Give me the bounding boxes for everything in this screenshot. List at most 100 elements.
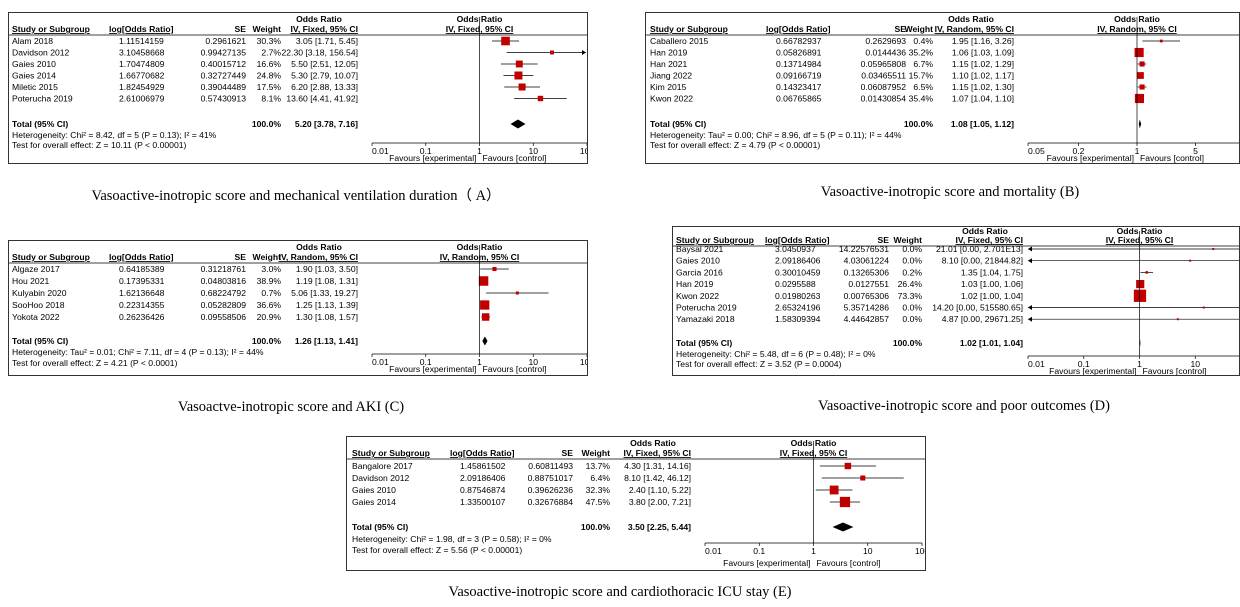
header-study: Study or Subgroup [12, 24, 90, 34]
study-weight: 8.1% [261, 94, 281, 104]
study-se: 0.99427135 [201, 48, 247, 58]
x-tick-label: 1 [1135, 146, 1140, 156]
study-ci: 1.03 [1.00, 1.06] [961, 279, 1023, 289]
header-odds-ratio-left: Odds Ratio [962, 227, 1008, 236]
study-name: Poterucha 2019 [12, 94, 73, 104]
study-name: Miletic 2015 [12, 82, 58, 92]
study-point [1134, 47, 1144, 58]
header-study: Study or Subgroup [676, 235, 754, 245]
x-tick-label: 100 [915, 546, 926, 556]
study-log-odds-ratio: 0.30010459 [775, 267, 821, 277]
study-point [1212, 248, 1215, 250]
header-study: Study or Subgroup [12, 252, 90, 262]
table-row: Kim 2015 0.14323417 0.06087952 6.5% 1.15 [1.… [650, 82, 1147, 92]
study-ci: 1.19 [1.08, 1.31] [296, 276, 358, 286]
study-ci: 1.90 [1.03, 3.50] [296, 264, 358, 274]
study-name: Kim 2015 [650, 82, 687, 92]
header-method-left: IV, Random, 95% CI [935, 24, 1014, 34]
study-point [478, 276, 489, 286]
study-weight: 13.7% [586, 461, 611, 471]
total-ci: 1.26 [1.13, 1.41] [295, 336, 358, 346]
x-tick-label: 0.05 [1028, 146, 1045, 156]
caption-d: Vasoactive-inotropic score and poor outc… [818, 398, 1110, 414]
study-name: Gaies 2010 [12, 59, 56, 69]
study-name: Garcia 2016 [676, 267, 723, 277]
total-ci: 5.20 [3.78, 7.16] [295, 119, 358, 129]
study-weight: 20.9% [257, 312, 282, 322]
x-tick-label: 10 [528, 146, 538, 156]
study-name: Han 2019 [676, 279, 713, 289]
study-point [844, 462, 852, 470]
study-name: Jiang 2022 [650, 71, 692, 81]
study-ci: 1.02 [1.00, 1.04] [961, 291, 1023, 301]
study-log-odds-ratio: 1.33500107 [460, 497, 506, 507]
forest-plot-panel-a: Odds Ratio Odds Ratio Study or Subgroup log… [8, 12, 588, 164]
study-se: 0.68224792 [201, 288, 247, 298]
study-se: 0.00765306 [844, 291, 890, 301]
favours-experimental-label: Favours [experimental] [389, 153, 476, 163]
x-tick-label: 0.1 [420, 357, 432, 367]
study-se: 0.01430854 [861, 94, 907, 104]
study-weight: 0.0% [902, 256, 922, 266]
table-row: Gaies 2010 1.70474809 0.40015712 16.6% 5.50 … [12, 59, 538, 69]
study-ci: 1.15 [1.02, 1.29] [952, 59, 1014, 69]
x-tick-label: 0.01 [372, 146, 389, 156]
study-name: Baysal 2021 [676, 244, 724, 254]
study-name: Hou 2021 [12, 276, 49, 286]
study-log-odds-ratio: 1.11514159 [119, 36, 164, 46]
study-ci: 3.05 [1.71, 5.45] [296, 36, 358, 46]
overall-effect-text: Test for overall effect: Z = 5.56 (P < 0… [352, 545, 522, 555]
study-weight: 36.6% [257, 300, 282, 310]
table-row: Poterucha 2019 2.65324196 5.35714286 0.0% 14… [676, 303, 1239, 313]
header-se: SE [895, 24, 907, 34]
study-name: SooHoo 2018 [12, 300, 65, 310]
study-ci: 1.06 [1.03, 1.09] [952, 48, 1014, 58]
header-weight: Weight [253, 252, 282, 262]
study-log-odds-ratio: 1.82454929 [119, 82, 165, 92]
study-log-odds-ratio: 0.17395331 [119, 276, 165, 286]
study-se: 0.40015712 [201, 59, 247, 69]
x-tick-label: 1 [477, 357, 482, 367]
study-se: 0.05965808 [861, 59, 907, 69]
x-tick-label: 0.01 [1028, 359, 1045, 369]
study-point [549, 50, 554, 55]
study-se: 0.2629693 [865, 36, 906, 46]
study-se: 5.35714286 [844, 303, 890, 313]
overall-effect-text: Test for overall effect: Z = 4.79 (P < 0… [650, 140, 820, 150]
study-point [1145, 271, 1149, 274]
x-tick-label: 10 [863, 546, 873, 556]
x-tick-label: 5 [1193, 146, 1198, 156]
x-tick-label: 100 [580, 146, 588, 156]
study-se: 14.22576531 [839, 244, 889, 254]
favours-control-label: Favours [control] [1143, 366, 1207, 376]
study-point [1176, 318, 1179, 321]
x-tick-label: 0.01 [705, 546, 722, 556]
ci-arrow-left [1028, 305, 1032, 310]
heterogeneity-text: Heterogeneity: Chi² = 8.42, df = 5 (P = … [12, 130, 217, 140]
x-tick-label: 10 [528, 357, 538, 367]
x-tick-label: 100 [580, 357, 588, 367]
study-log-odds-ratio: 3.10458668 [119, 48, 165, 58]
study-log-odds-ratio: 1.45861502 [460, 461, 506, 471]
study-weight: 35.4% [909, 94, 934, 104]
study-point [1189, 259, 1192, 262]
total-weight: 100.0% [581, 522, 611, 532]
study-log-odds-ratio: 0.0295588 [775, 279, 816, 289]
study-point [1139, 61, 1145, 67]
study-log-odds-ratio: 0.05826891 [776, 48, 822, 58]
heterogeneity-text: Heterogeneity: Tau² = 0.01; Chi² = 7.11,… [12, 347, 264, 357]
header-odds-ratio-left: Odds Ratio [296, 242, 342, 252]
total-diamond [482, 336, 488, 346]
study-weight: 2.7% [261, 48, 281, 58]
table-row: Yokota 2022 0.26236426 0.09558506 20.9% 1.30… [12, 312, 491, 322]
study-name: Kulyabin 2020 [12, 288, 67, 298]
header-method-left: IV, Fixed, 95% CI [955, 235, 1023, 245]
x-tick-label: 1 [477, 146, 482, 156]
study-log-odds-ratio: 1.58309394 [775, 314, 821, 324]
study-se: 0.2961621 [205, 36, 246, 46]
caption-b: Vasoactive-inotropic score and mortality… [820, 184, 1080, 200]
total-diamond [832, 522, 854, 532]
study-log-odds-ratio: 0.13714984 [776, 59, 822, 69]
